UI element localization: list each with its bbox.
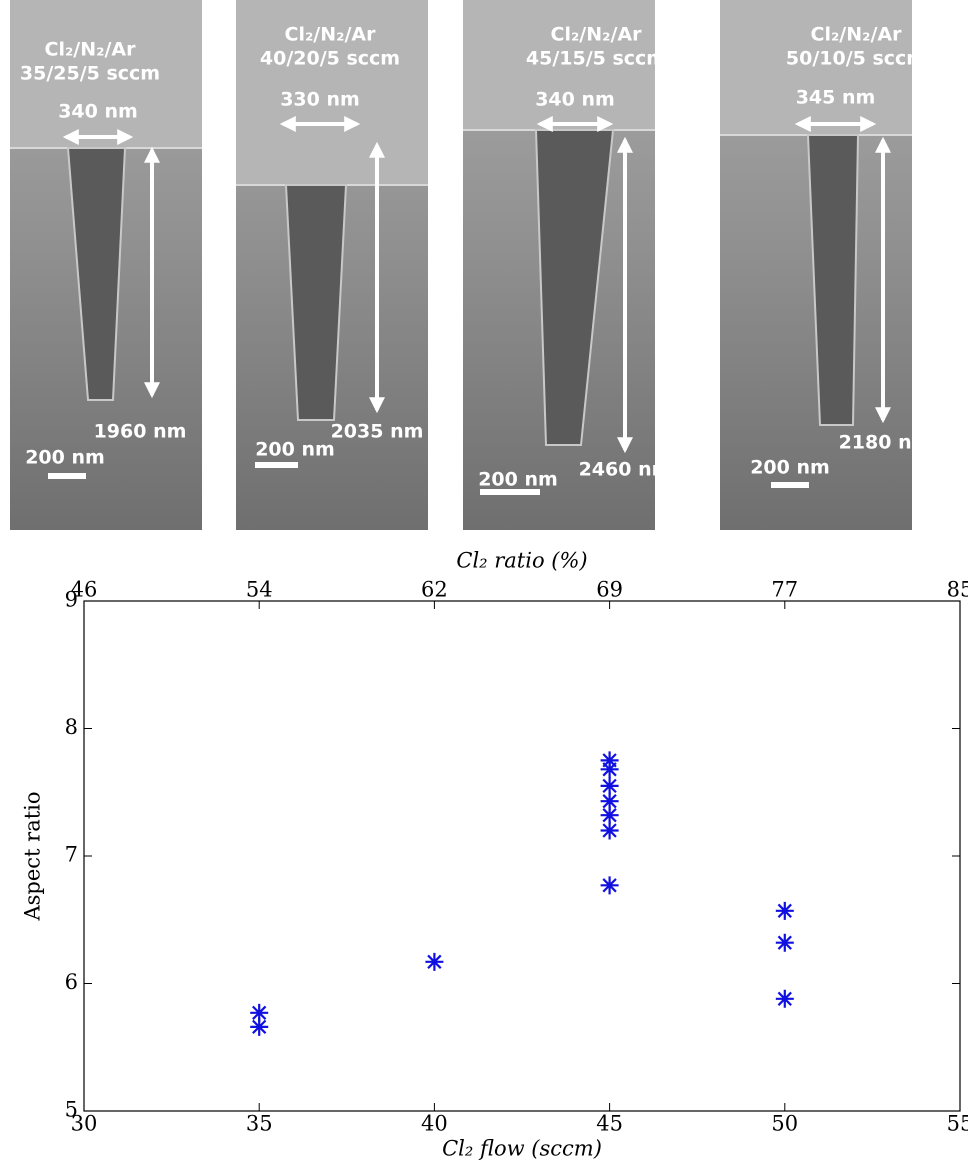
x-tick-label: 55 (947, 1112, 968, 1136)
plot-frame (83, 600, 961, 1112)
y-tick-label: 9 (65, 588, 78, 612)
scale-bar (255, 462, 298, 468)
x-tick-label: 50 (771, 1112, 798, 1136)
scale-label: 200 nm (750, 457, 830, 479)
x-tick-label: 40 (421, 1112, 448, 1136)
top-layer (236, 0, 428, 185)
x2-tick-label: 85 (947, 578, 968, 602)
trench (66, 147, 127, 401)
point (600, 821, 619, 840)
x-tick-label: 45 (596, 1112, 623, 1136)
depth-label: 2180 nm (839, 432, 932, 454)
y-axis-label: Aspect ratio (21, 791, 45, 921)
point (600, 760, 619, 779)
scale-bar (48, 473, 86, 479)
width-label: 330 nm (280, 89, 360, 111)
trench (284, 184, 348, 421)
gas-label: Cl₂/N₂/Ar (551, 24, 643, 46)
scale-bar (480, 489, 540, 495)
flow-label: 40/20/5 sccm (260, 48, 400, 70)
depth-label: 2460 nm (579, 459, 672, 481)
gas-label: Cl₂/N₂/Ar (45, 39, 137, 61)
depth-label: 2035 nm (331, 421, 424, 443)
point (775, 989, 794, 1008)
scale-label: 200 nm (25, 447, 105, 469)
x2-tick-label: 46 (71, 578, 98, 602)
depth-label: 1960 nm (94, 421, 187, 443)
x2-tick-label: 69 (596, 578, 623, 602)
x2-axis-label: Cl₂ ratio (%) (456, 549, 587, 573)
gas-label: Cl₂/N₂/Ar (811, 24, 903, 46)
y-tick-label: 8 (65, 715, 78, 739)
top-layer (463, 0, 655, 130)
y-tick-label: 7 (65, 843, 78, 867)
x2-tick-label: 54 (246, 578, 273, 602)
x-tick-label: 35 (246, 1112, 273, 1136)
point (775, 901, 794, 920)
scale-bar (771, 482, 809, 488)
width-label: 340 nm (58, 101, 138, 123)
gas-label: Cl₂/N₂/Ar (285, 24, 377, 46)
point (600, 792, 619, 811)
top-layer (720, 0, 912, 135)
scale-label: 200 nm (255, 439, 335, 461)
y-tick-label: 6 (65, 970, 78, 994)
flow-label: 45/15/5 sccm (526, 48, 666, 70)
y-tick-label: 5 (65, 1098, 78, 1122)
x2-tick-label: 77 (771, 578, 798, 602)
point (600, 806, 619, 825)
x2-tick-label: 62 (421, 578, 448, 602)
point (600, 776, 619, 795)
flow-label: 35/25/5 sccm (20, 63, 160, 85)
point (425, 952, 444, 971)
x-axis-label: Cl₂ flow (sccm) (442, 1137, 602, 1161)
point (250, 1003, 269, 1022)
trench (806, 134, 860, 426)
point (775, 933, 794, 952)
flow-label: 50/10/5 sccm (786, 48, 926, 70)
top-layer (10, 0, 202, 148)
width-label: 345 nm (796, 87, 876, 109)
scale-label: 200 nm (478, 469, 558, 491)
x-tick-label: 30 (71, 1112, 98, 1136)
width-label: 340 nm (535, 89, 615, 111)
point (250, 1017, 269, 1036)
point (600, 876, 619, 895)
